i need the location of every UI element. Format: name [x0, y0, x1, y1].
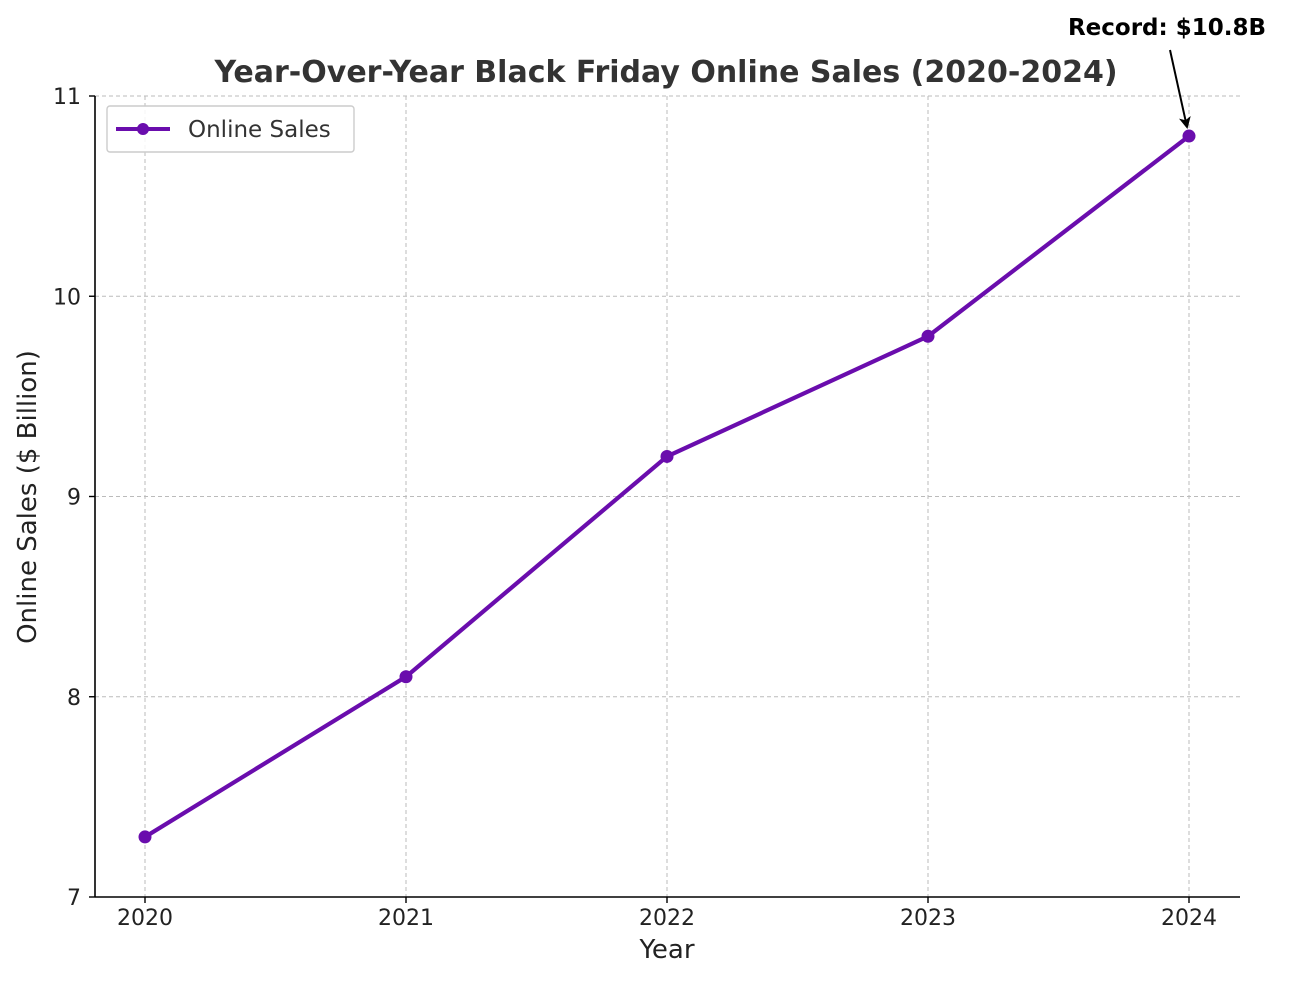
y-tick-label: 9 [67, 486, 81, 511]
data-point-2023 [921, 329, 935, 343]
x-axis-label: Year [638, 935, 694, 965]
tick-labels: 7 8 9 10 11 2020 2021 2022 2023 2024 [53, 85, 1217, 931]
legend-box [106, 105, 355, 153]
grid [95, 95, 1240, 897]
series-online-sales [138, 129, 1196, 844]
annotation-text: Record: $10.8B [1068, 15, 1266, 41]
x-tick-label: 2024 [1161, 906, 1217, 931]
data-point-2022 [660, 449, 674, 463]
annotation-arrow [1169, 49, 1191, 130]
series-line [142, 133, 1192, 840]
x-tick-label: 2020 [117, 906, 173, 931]
y-tick-label: 10 [53, 285, 81, 310]
legend: Online Sales [106, 105, 355, 153]
legend-marker-swatch [137, 123, 149, 135]
y-tick-label: 8 [67, 686, 81, 711]
x-tick-label: 2021 [378, 906, 434, 931]
y-tick-label: 11 [53, 85, 81, 110]
legend-label: Online Sales [188, 117, 331, 143]
x-tick-label: 2023 [900, 906, 956, 931]
data-point-2021 [399, 670, 413, 684]
chart-title: Year-Over-Year Black Friday Online Sales… [213, 55, 1117, 90]
annotation: Record: $10.8B [1068, 15, 1266, 130]
y-tick-label: 7 [67, 886, 81, 911]
y-axis-label: Online Sales ($ Billion) [13, 350, 43, 644]
data-point-2024 [1182, 129, 1196, 143]
data-point-2020 [138, 830, 152, 844]
x-tick-label: 2022 [639, 906, 695, 931]
